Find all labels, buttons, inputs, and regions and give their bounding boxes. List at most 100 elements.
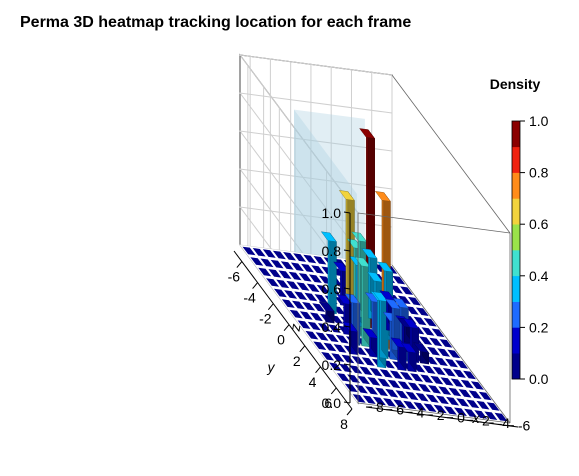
floor-tile xyxy=(466,399,480,409)
y-axis-line xyxy=(233,250,353,410)
floor-tile xyxy=(283,252,296,261)
floor-tile xyxy=(478,391,492,401)
colorbar-segment xyxy=(512,275,520,302)
floor-tile xyxy=(323,342,337,352)
y-tick-label: -6 xyxy=(228,269,241,285)
floor-tile xyxy=(464,408,478,418)
floor-tile xyxy=(440,377,454,386)
z-tick xyxy=(343,249,351,252)
y-tick-label: 8 xyxy=(340,416,348,432)
floor-tile xyxy=(286,280,300,290)
floor-tile xyxy=(468,390,482,399)
z-tick xyxy=(343,363,351,366)
floor-tile xyxy=(413,402,427,411)
floor-tile xyxy=(302,302,316,311)
floor-tile xyxy=(266,278,280,287)
floor-tile xyxy=(272,250,286,260)
y-tick xyxy=(330,387,337,395)
floor-tile xyxy=(486,402,500,411)
box-front-edges xyxy=(357,74,511,424)
x-tick-label: 4 xyxy=(417,404,425,420)
floor-tile xyxy=(336,373,350,382)
floor-tile xyxy=(419,336,433,345)
floor-tile xyxy=(262,249,276,258)
y-tick xyxy=(252,282,258,289)
floor-tile xyxy=(432,366,446,376)
floor-tile xyxy=(270,259,284,269)
z-tick-label: 0.4 xyxy=(322,319,342,335)
floor-tile xyxy=(392,275,406,285)
floor-tile xyxy=(456,398,470,407)
y-tick xyxy=(283,324,290,332)
floor-tile xyxy=(421,327,435,336)
floor-tile xyxy=(379,369,393,378)
box-edge xyxy=(357,212,511,234)
floor-tile xyxy=(250,257,264,266)
floor-tile xyxy=(454,407,467,416)
floor-tile xyxy=(288,271,302,281)
floor-tile xyxy=(385,388,399,398)
floor-tile xyxy=(280,261,294,270)
heatmap-bar xyxy=(400,342,417,373)
floor-tile xyxy=(312,303,326,312)
floor-tile xyxy=(281,299,295,308)
floor-tile xyxy=(429,337,443,347)
floor-tile xyxy=(301,263,314,273)
z-tick-label: 1.0 xyxy=(322,205,342,221)
floor-tile xyxy=(422,365,436,374)
floor-tile xyxy=(328,324,341,333)
heatmap-bar xyxy=(362,328,379,359)
y-axis-label: y xyxy=(267,359,276,375)
floor-tile xyxy=(362,395,376,404)
floor-tile xyxy=(442,368,456,377)
floor-tile xyxy=(297,320,311,329)
floor-tile xyxy=(433,404,447,414)
floor-tile xyxy=(284,290,298,299)
x-tick-label: -6 xyxy=(518,418,531,434)
floor-tile xyxy=(405,306,419,315)
floor-tile xyxy=(335,334,349,344)
chart-title: Perma 3D heatmap tracking location for e… xyxy=(20,14,412,31)
floor-tile xyxy=(268,269,282,278)
colorbar-segment xyxy=(512,121,520,148)
floor-tile xyxy=(296,282,310,291)
floor-tile xyxy=(258,267,272,277)
floor-tile xyxy=(400,286,414,295)
floor-tile xyxy=(439,339,453,348)
grid-line-z xyxy=(238,130,393,290)
floor-tile xyxy=(367,377,381,386)
floor-tile xyxy=(447,349,461,359)
floor-tile xyxy=(361,357,375,366)
floor-tile xyxy=(317,323,331,332)
grid-line-z xyxy=(238,54,393,214)
colorbar-frame xyxy=(511,120,521,380)
x-tick-label: 2 xyxy=(437,407,445,423)
heatmap-bar xyxy=(318,301,335,324)
colorbar-legend: Density 0.0 0.2 0.4 0.6 0.8 1.0 xyxy=(490,76,549,387)
floor-tile xyxy=(445,358,458,368)
floor-tile xyxy=(446,396,460,406)
y-tick xyxy=(346,408,353,416)
floor-tile xyxy=(372,396,386,406)
floor-tile xyxy=(314,294,328,303)
floor-tile xyxy=(260,258,274,268)
z-tick-label: 0.6 xyxy=(322,281,342,297)
floor-tile xyxy=(289,309,303,319)
floor-tile xyxy=(304,292,318,302)
box-edge xyxy=(357,402,511,424)
colorbar-segment xyxy=(512,198,520,225)
floor-tile xyxy=(397,295,411,305)
floor-tile xyxy=(303,254,317,264)
y-tick-label: 4 xyxy=(309,374,317,390)
y-tick xyxy=(299,345,306,353)
colorbar-tick-label: 0.4 xyxy=(529,268,549,284)
floor-tile xyxy=(352,394,366,403)
z-tick xyxy=(343,211,351,214)
floor-tile xyxy=(458,389,472,398)
colorbar-tick-label: 0.2 xyxy=(529,319,549,335)
y-tick-label: -4 xyxy=(243,290,256,306)
floor-tile xyxy=(428,385,442,394)
floor-tile xyxy=(455,360,469,369)
floor-tile xyxy=(377,378,391,387)
colorbar-segment xyxy=(512,327,520,354)
